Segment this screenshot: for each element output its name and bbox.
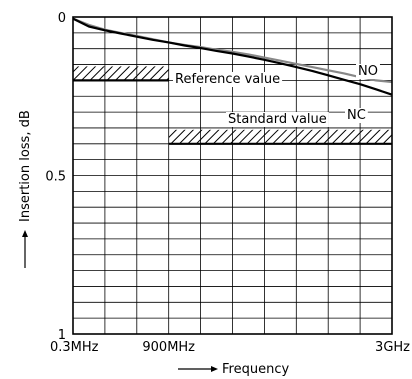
series-line-nc: [72, 17, 393, 96]
y-axis-arrowhead: [22, 230, 28, 237]
axis-titles: Frequency Insertion loss, dB: [18, 110, 289, 377]
limit-hatch-standard: [168, 129, 392, 144]
label-no: NO: [358, 64, 378, 79]
plot-frame: [72, 16, 393, 335]
limit-lines: [73, 66, 392, 145]
series-group: [72, 17, 393, 96]
y-tick-label: 1: [58, 328, 66, 343]
grid: [73, 17, 392, 334]
y-tick-label: 0.5: [45, 170, 66, 185]
limit-hatch-reference: [73, 66, 169, 81]
x-tick-label: 3GHz: [375, 340, 410, 355]
y-axis-title: Insertion loss, dB: [18, 110, 33, 222]
x-tick-label: 900MHz: [142, 340, 195, 355]
x-axis-arrowhead: [211, 366, 218, 372]
y-tick-label: 0: [58, 11, 66, 26]
annotations: Reference value Standard value NO NC: [173, 64, 380, 127]
tick-labels: 0.3MHz 900MHz 3GHz 0 0.5 1: [45, 11, 410, 355]
x-tick-label: 0.3MHz: [50, 340, 99, 355]
x-axis-title: Frequency: [222, 362, 289, 377]
label-nc: NC: [347, 108, 366, 123]
label-reference-value: Reference value: [175, 72, 280, 87]
label-standard-value: Standard value: [228, 112, 327, 127]
